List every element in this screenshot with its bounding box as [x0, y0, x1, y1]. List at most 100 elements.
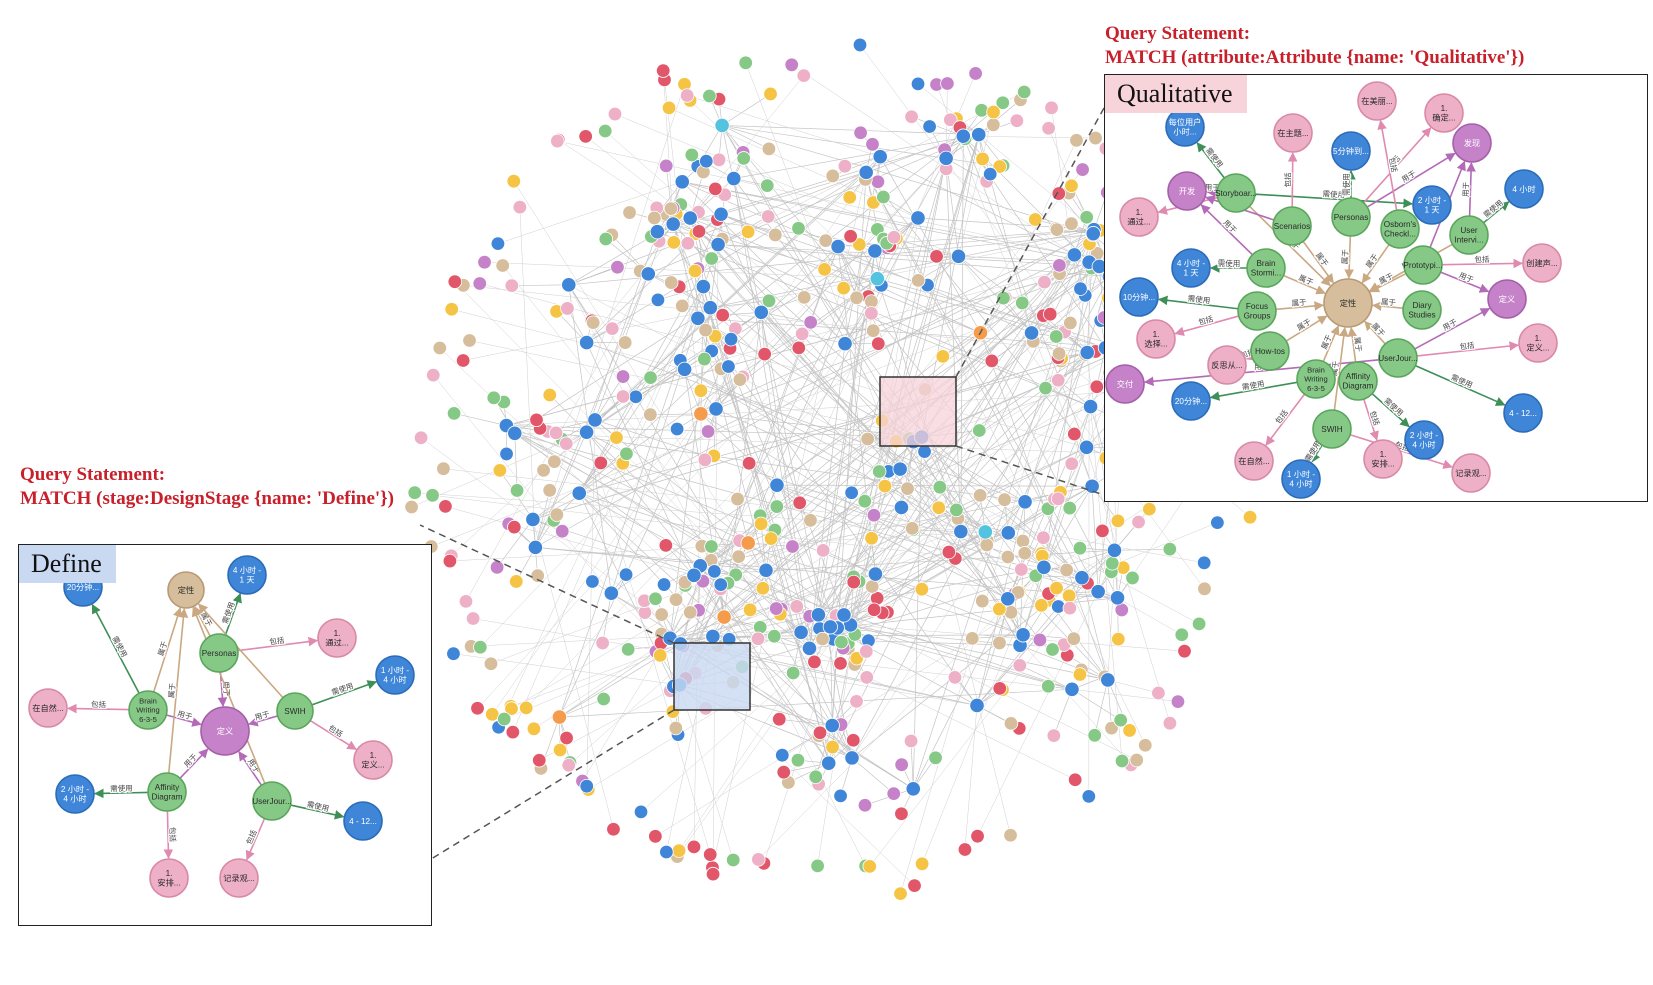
relation-label: 包括 [269, 635, 286, 647]
node-t2h4h[interactable]: 2 小时 -4 小时 [55, 774, 95, 814]
node-q_4h1d[interactable]: 4 小时 -1 天 [1171, 248, 1211, 288]
relation-edge [1416, 341, 1520, 357]
node-q_proto[interactable]: Prototypi... [1403, 245, 1443, 285]
node-q_20min[interactable]: 20分钟... [1171, 381, 1211, 421]
node-q_2h1d[interactable]: 2 小时 -1 天 [1412, 185, 1452, 225]
graph-edge [917, 217, 1095, 231]
graph-node [940, 76, 955, 91]
node-q_fansi[interactable]: 反思从... [1207, 345, 1247, 385]
node-q_meiwei[interactable]: 每位用户小时... [1165, 107, 1205, 147]
node-label: 安排... [1371, 459, 1394, 469]
node-q_jilu[interactable]: 记录观... [1451, 453, 1491, 493]
relation-edge [1174, 315, 1239, 336]
node-userjour[interactable]: UserJour... [252, 781, 292, 821]
graph-node [455, 353, 471, 368]
node-q_osborn[interactable]: Osborn'sCheckl... [1380, 209, 1420, 249]
relation-label: 需使用 [1450, 372, 1475, 390]
node-circle [317, 618, 357, 658]
graph-node [1044, 100, 1059, 116]
graph-edge [723, 588, 764, 618]
node-t412[interactable]: 4 - 12... [343, 801, 383, 841]
graph-node [792, 495, 807, 510]
node-q_2h4h[interactable]: 2 小时 -4 小时 [1404, 420, 1444, 460]
graph-node [857, 798, 873, 813]
graph-edge [976, 550, 1115, 706]
node-circle [128, 690, 168, 730]
node-q_userint[interactable]: UserIntervi... [1449, 215, 1489, 255]
node-jilu[interactable]: 记录观... [219, 858, 259, 898]
node-q_dingyi1[interactable]: 1.定义... [1518, 323, 1558, 363]
node-q_dingyi[interactable]: 定义 [1487, 279, 1527, 319]
graph-node [772, 711, 787, 727]
node-q_howtos[interactable]: How-tos [1250, 331, 1290, 371]
graph-node [495, 258, 510, 273]
graph-node [669, 421, 685, 437]
node-swih[interactable]: SWIH [276, 692, 314, 730]
graph-edge [958, 111, 994, 257]
node-personas[interactable]: Personas [199, 633, 239, 673]
node-t4h1d[interactable]: 4 小时 -1 天 [227, 555, 267, 595]
graph-hub-node [695, 278, 711, 295]
graph-hub-node [603, 585, 619, 601]
node-q_brainst[interactable]: BrainStormi... [1246, 248, 1286, 288]
graph-edge [991, 332, 1032, 362]
node-anpai[interactable]: 1.安排... [149, 858, 189, 898]
node-dingxing[interactable]: 定性 [167, 571, 205, 609]
graph-edge [698, 231, 704, 287]
node-q_scen[interactable]: Scenarios [1272, 206, 1312, 246]
node-zaizi[interactable]: 在自然... [28, 688, 68, 728]
graph-edge [791, 64, 1075, 256]
node-q_10min[interactable]: 10分钟... [1119, 277, 1159, 317]
graph-edge [865, 172, 1146, 746]
node-label: UserJour... [252, 797, 292, 806]
node-q_story[interactable]: Storyboar... [1215, 173, 1257, 213]
node-q_4h[interactable]: 4 小时 [1504, 169, 1544, 209]
node-q_jiaofu[interactable]: 交付 [1105, 364, 1145, 404]
graph-hub-node [830, 238, 846, 255]
node-t1h4h[interactable]: 1 小时 -4 小时 [375, 655, 415, 695]
node-q_dingxing[interactable]: 定性 [1323, 278, 1373, 328]
graph-node [907, 878, 922, 893]
node-q_xuanze[interactable]: 1.选择... [1136, 319, 1176, 359]
graph-hub-node [867, 243, 883, 259]
node-tongguo[interactable]: 1.通过... [317, 618, 357, 658]
graph-node [857, 493, 873, 509]
graph-edge [912, 437, 923, 789]
node-q_userjour[interactable]: UserJour... [1378, 338, 1418, 378]
graph-hub-node [690, 310, 706, 326]
graph-node [975, 151, 990, 167]
node-q_anpai[interactable]: 1.安排... [1363, 439, 1403, 479]
node-q_swih[interactable]: SWIH [1312, 409, 1352, 449]
graph-hub-node [702, 300, 718, 316]
node-q_zaizhu[interactable]: 在主题... [1273, 113, 1313, 153]
node-q_fazhan[interactable]: 发现 [1452, 123, 1492, 163]
graph-node [585, 574, 600, 589]
node-q_queding[interactable]: 1.确定... [1424, 93, 1464, 133]
node-dingyi1[interactable]: 1.定义... [353, 740, 393, 780]
node-dingyi[interactable]: 定义 [200, 706, 250, 756]
node-label: 20分钟... [67, 582, 99, 592]
define-zoom-panel: 需使用属于属于需使用包括用于需使用用于包括包括用于需使用用于包括属于需使用用于包… [18, 544, 432, 926]
graph-node [790, 752, 806, 768]
graph-edge [815, 725, 833, 777]
graph-node [1110, 513, 1126, 529]
graph-node [595, 635, 610, 651]
node-q_5min[interactable]: 5分钟到... [1331, 131, 1371, 171]
relation-label: 需使用 [1322, 188, 1345, 199]
node-q_persona[interactable]: Personas [1331, 197, 1371, 237]
graph-node [633, 804, 649, 820]
node-q_zaimei[interactable]: 在美丽... [1357, 81, 1397, 121]
node-q_tongguo[interactable]: 1.通过... [1119, 197, 1159, 237]
node-label: 通过... [325, 638, 348, 648]
node-q_zaizi[interactable]: 在自然... [1234, 441, 1274, 481]
node-q_chuangjian[interactable]: 创建声... [1522, 243, 1562, 283]
node-q_kaifa[interactable]: 开发 [1167, 171, 1207, 211]
node-q_1h4h[interactable]: 1 小时 -4 小时 [1281, 459, 1321, 499]
node-q_412[interactable]: 4 - 12... [1503, 393, 1543, 433]
